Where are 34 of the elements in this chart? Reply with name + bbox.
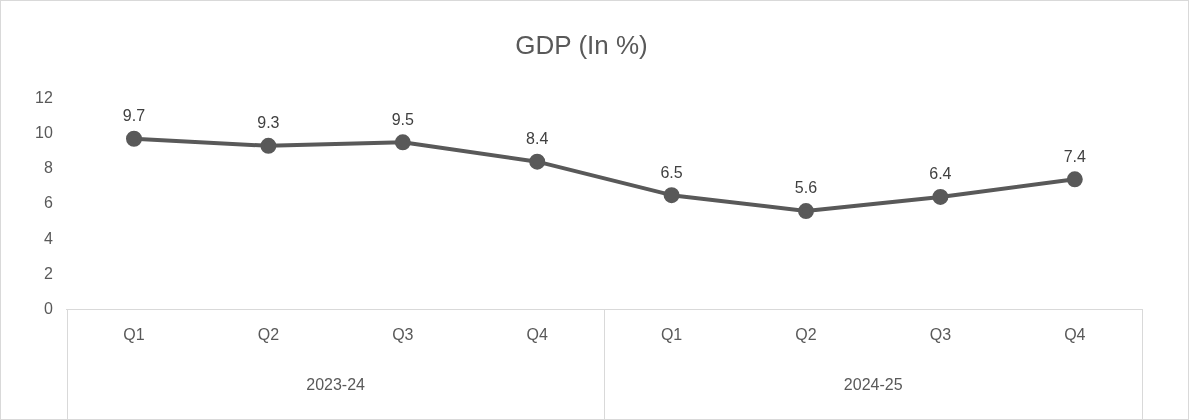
point [663,187,680,204]
y-tick-label: 8 [43,159,53,177]
y-tick-label: 2 [43,264,53,282]
point [126,130,142,147]
point [529,153,546,170]
data-label: 9.3 [257,114,280,132]
y-tick-label: 0 [43,300,53,318]
text: 2023-24 [306,376,366,394]
x-tick-label: Q2 [795,325,817,343]
y-tick-label: 12 [35,88,53,106]
data-label: 6.4 [929,165,952,183]
point [798,203,814,220]
data-label: 9.5 [391,110,415,128]
y-tick-label: 10 [35,123,53,141]
data-label: 5.6 [794,179,818,197]
data-label: 7.4 [1063,147,1087,165]
x-tick-label: Q1 [123,325,145,343]
chart-title: GDP (In %) [515,29,648,60]
point [932,188,949,205]
data-label: 8.4 [526,130,549,148]
x-tick-label: Q4 [1064,325,1086,343]
y-tick-label: 6 [43,194,53,212]
point [260,137,277,154]
x-tick-label: Q3 [392,325,414,343]
x-tick-label: Q4 [526,325,548,343]
data-label: 9.7 [122,107,146,125]
data-label: 6.5 [660,163,683,181]
x-tick-label: Q1 [660,325,683,343]
text: 2024-25 [843,376,903,394]
x-tick-label: Q3 [929,325,952,343]
y-tick-label: 4 [43,229,53,247]
x-tick-label: Q2 [257,325,280,343]
point [394,134,411,151]
point [1066,171,1083,188]
